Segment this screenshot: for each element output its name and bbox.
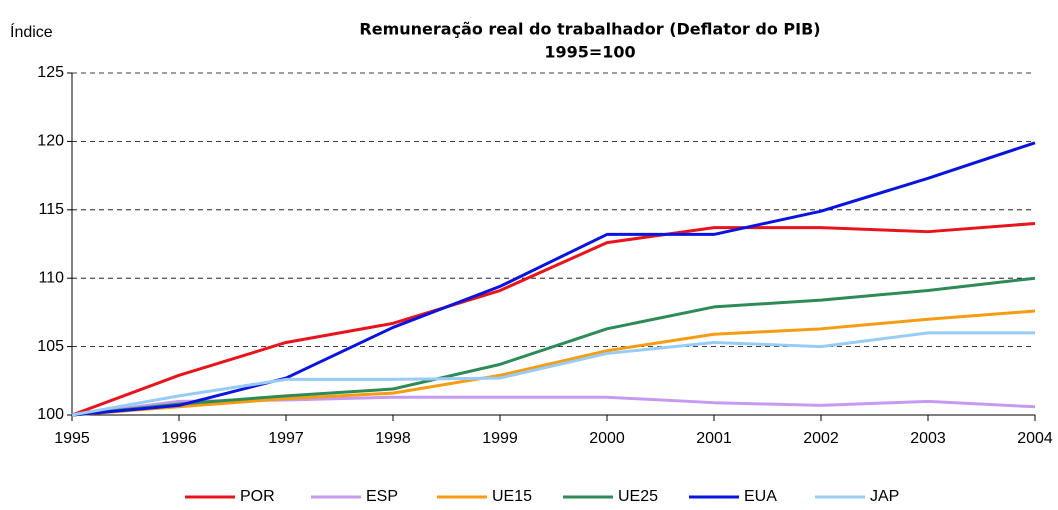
x-tick-label: 2001 bbox=[696, 430, 732, 447]
x-tick-label: 1998 bbox=[375, 430, 411, 447]
y-tick-label: 100 bbox=[37, 406, 64, 423]
y-axis-label: Índice bbox=[10, 22, 53, 41]
x-tick-label: 2000 bbox=[589, 430, 625, 447]
chart-title: Remuneração real do trabalhador (Deflato… bbox=[359, 20, 820, 39]
legend-label: UE25 bbox=[618, 488, 658, 505]
legend-label: JAP bbox=[870, 488, 899, 505]
series-line bbox=[71, 141, 1036, 417]
legend-label: POR bbox=[240, 488, 275, 505]
y-tick-label: 115 bbox=[38, 201, 64, 218]
series-line bbox=[71, 309, 1036, 417]
legend-label: EUA bbox=[744, 488, 777, 505]
x-tick-label: 2004 bbox=[1017, 430, 1053, 447]
chart-subtitle: 1995=100 bbox=[544, 43, 635, 62]
series-line bbox=[71, 331, 1035, 417]
legend-label: UE15 bbox=[492, 488, 532, 505]
y-tick-label: 105 bbox=[37, 338, 64, 355]
x-tick-label: 1996 bbox=[161, 430, 197, 447]
x-tick-label: 1997 bbox=[268, 430, 304, 447]
x-tick-label: 1995 bbox=[54, 430, 90, 447]
series-line bbox=[71, 276, 1036, 417]
x-tick-label: 2003 bbox=[910, 430, 946, 447]
x-tick-label: 1999 bbox=[482, 430, 518, 447]
legend-label: ESP bbox=[366, 488, 398, 505]
y-tick-label: 120 bbox=[37, 133, 64, 150]
series-line bbox=[71, 221, 1036, 417]
x-tick-label: 2002 bbox=[803, 430, 839, 447]
y-tick-label: 125 bbox=[37, 64, 64, 81]
y-tick-label: 110 bbox=[38, 269, 64, 286]
